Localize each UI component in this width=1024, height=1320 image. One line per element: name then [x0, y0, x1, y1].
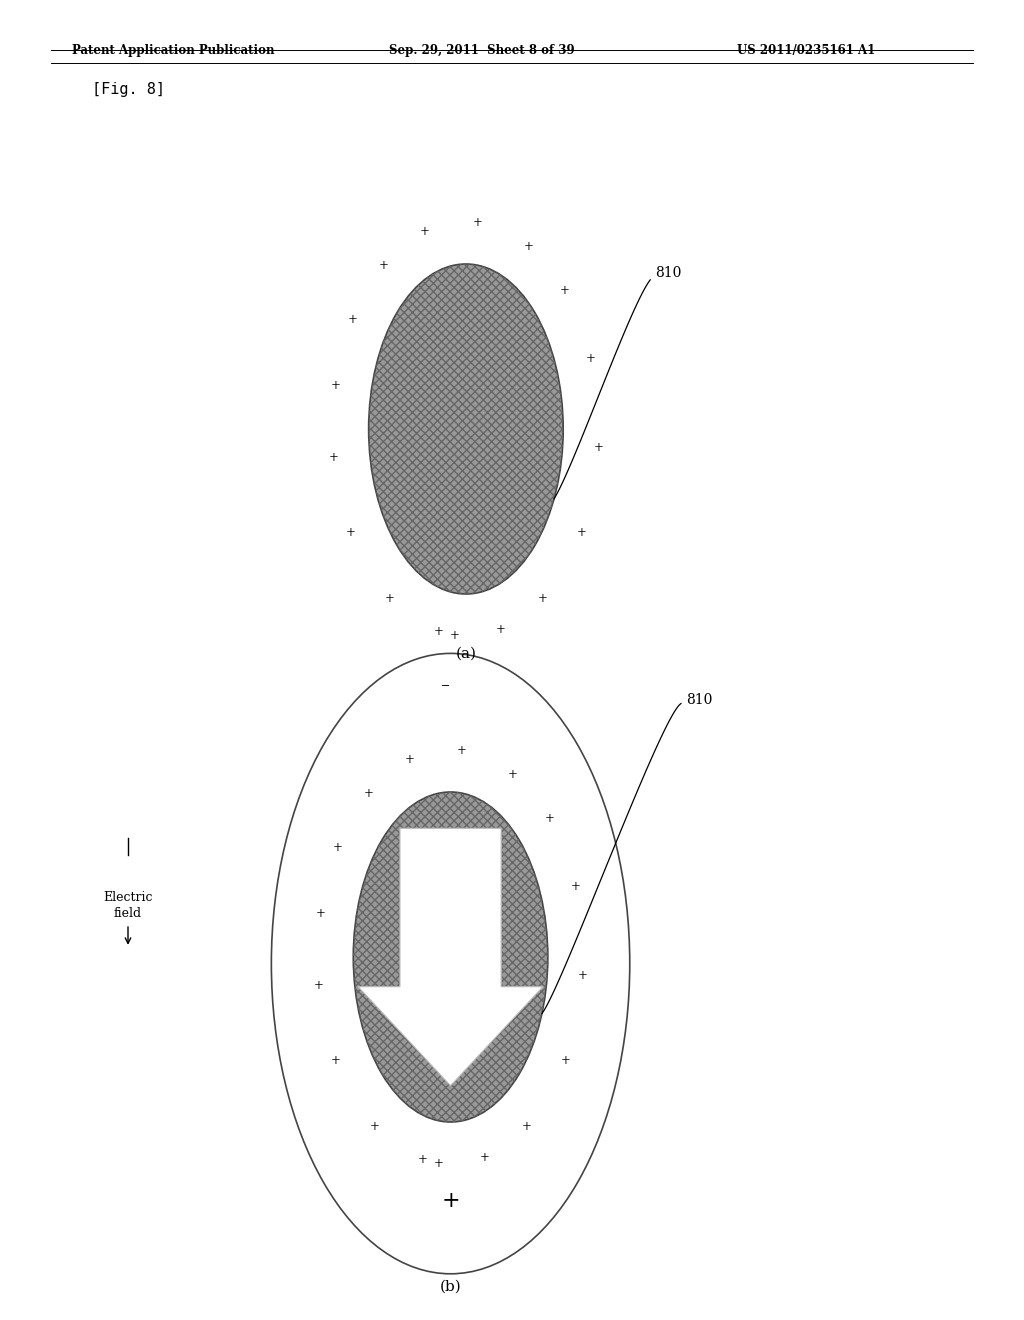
- Text: +: +: [379, 259, 389, 272]
- Text: +: +: [404, 754, 415, 767]
- Text: +: +: [579, 969, 588, 982]
- Text: +: +: [364, 787, 374, 800]
- Text: +: +: [545, 812, 554, 825]
- Text: +: +: [333, 841, 343, 854]
- Text: +: +: [450, 628, 459, 642]
- Text: 810: 810: [655, 267, 682, 280]
- Text: +: +: [473, 216, 482, 230]
- Text: +: +: [331, 379, 341, 392]
- Text: +: +: [441, 1191, 460, 1212]
- Text: Sep. 29, 2011  Sheet 8 of 39: Sep. 29, 2011 Sheet 8 of 39: [389, 44, 574, 57]
- Text: +: +: [522, 1121, 531, 1134]
- Text: 810: 810: [686, 693, 713, 706]
- Text: (a): (a): [456, 647, 476, 660]
- Text: +: +: [385, 593, 394, 606]
- Text: +: +: [331, 1055, 340, 1067]
- Text: +: +: [561, 1055, 570, 1067]
- Text: +: +: [346, 527, 355, 539]
- Text: −: −: [440, 681, 451, 692]
- Text: Electric
field: Electric field: [103, 891, 153, 920]
- Text: +: +: [348, 313, 358, 326]
- Text: +: +: [538, 593, 547, 606]
- Text: +: +: [434, 1156, 443, 1170]
- Text: +: +: [523, 239, 534, 252]
- Text: +: +: [577, 527, 586, 539]
- Text: +: +: [594, 441, 603, 454]
- Text: +: +: [418, 1154, 428, 1166]
- Text: +: +: [508, 767, 518, 780]
- Ellipse shape: [271, 653, 630, 1274]
- Text: +: +: [315, 907, 326, 920]
- Text: +: +: [586, 351, 596, 364]
- Text: [Fig. 8]: [Fig. 8]: [92, 82, 165, 96]
- Text: +: +: [329, 451, 339, 465]
- Text: Patent Application Publication: Patent Application Publication: [72, 44, 274, 57]
- Text: +: +: [458, 744, 467, 758]
- Text: +: +: [560, 284, 569, 297]
- Text: (b): (b): [439, 1280, 462, 1294]
- Ellipse shape: [369, 264, 563, 594]
- Text: +: +: [496, 623, 505, 636]
- Text: US 2011/0235161 A1: US 2011/0235161 A1: [737, 44, 876, 57]
- Text: +: +: [420, 226, 430, 239]
- Text: +: +: [313, 979, 324, 993]
- Text: +: +: [480, 1151, 489, 1164]
- Ellipse shape: [353, 792, 548, 1122]
- Polygon shape: [358, 829, 543, 1085]
- Text: +: +: [570, 879, 581, 892]
- Text: +: +: [433, 626, 443, 638]
- Text: +: +: [370, 1121, 379, 1134]
